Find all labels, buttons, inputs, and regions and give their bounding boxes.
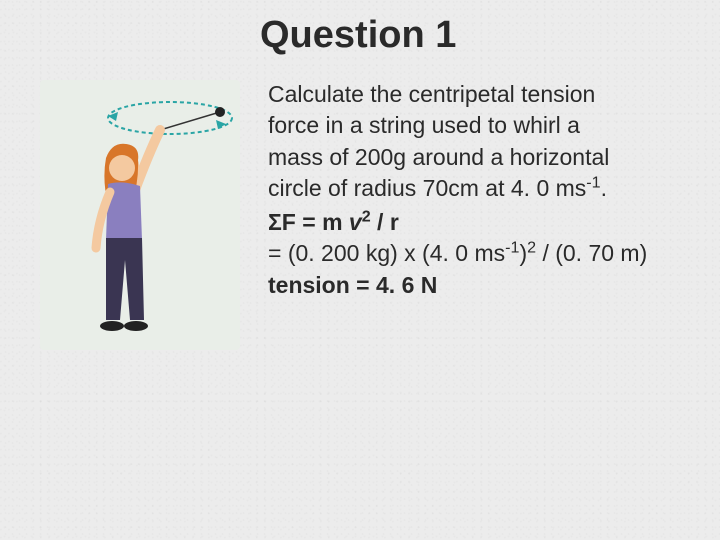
sub-c: / (0. 70 m) — [536, 240, 647, 266]
ball — [215, 107, 225, 117]
problem-line-3: mass of 200g around a horizontal — [268, 143, 688, 172]
exp-neg1-a: -1 — [586, 174, 600, 192]
face — [109, 155, 135, 181]
formula-line: ΣF = m v2 / r — [268, 208, 688, 237]
shoe-left — [100, 321, 124, 331]
sub-exp1: -1 — [505, 239, 519, 257]
illustration-figure — [40, 80, 240, 350]
person-whirling-svg — [40, 80, 240, 350]
problem-line-1: Calculate the centripetal tension — [268, 80, 688, 109]
content-block: Calculate the centripetal tension force … — [268, 80, 688, 302]
slide-title: Question 1 — [260, 14, 456, 57]
problem-line-4a: circle of radius 70cm at 4. 0 ms — [268, 175, 586, 201]
sub-b: ) — [519, 240, 527, 266]
sub-a: = (0. 200 kg) x (4. 0 ms — [268, 240, 505, 266]
problem-line-4b: . — [601, 175, 607, 201]
problem-line-2: force in a string used to whirl a — [268, 111, 688, 140]
problem-line-4: circle of radius 70cm at 4. 0 ms-1. — [268, 174, 688, 203]
sub-exp2: 2 — [527, 239, 536, 257]
result-line: tension = 4. 6 N — [268, 271, 688, 300]
formula-prefix: ΣF = m — [268, 209, 349, 235]
formula-exp: 2 — [362, 207, 371, 225]
string-line — [160, 112, 220, 130]
arrow-left — [108, 112, 118, 121]
pants — [106, 238, 144, 320]
shoe-right — [124, 321, 148, 331]
motion-path-ellipse — [108, 102, 232, 134]
formula-suffix: / r — [371, 209, 399, 235]
formula-var: v — [349, 209, 362, 235]
substitution-line: = (0. 200 kg) x (4. 0 ms-1)2 / (0. 70 m) — [268, 239, 688, 268]
arm-raised — [135, 130, 160, 190]
